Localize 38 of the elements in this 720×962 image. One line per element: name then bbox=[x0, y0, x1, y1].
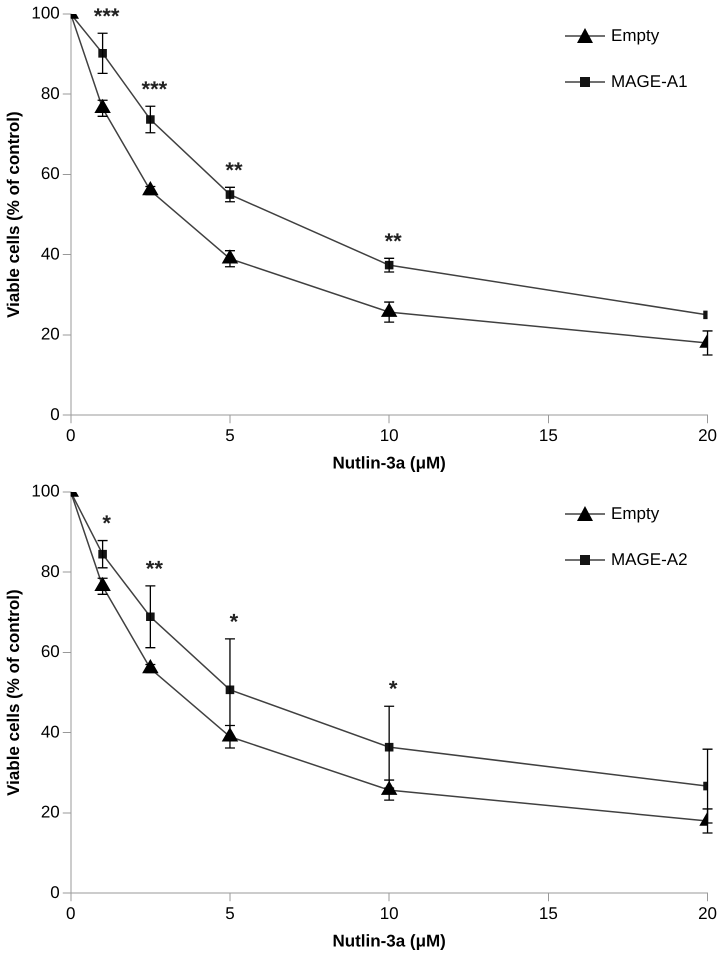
x-axis-title: Nutlin-3a (μM) bbox=[332, 931, 446, 950]
legend-label: Empty bbox=[611, 26, 660, 46]
x-tick-label: 10 bbox=[380, 904, 399, 924]
x-axis-title: Nutlin-3a (μM) bbox=[332, 453, 446, 472]
x-tick-label: 15 bbox=[538, 426, 558, 446]
legend-label: MAGE-A2 bbox=[611, 550, 688, 570]
annotation: * bbox=[388, 676, 398, 702]
y-tick-label: 80 bbox=[40, 84, 60, 103]
annotation: *** bbox=[94, 3, 120, 28]
x-tick-label: 5 bbox=[225, 904, 235, 924]
x-tick-label: 10 bbox=[380, 426, 399, 446]
y-tick-label: 60 bbox=[40, 642, 60, 662]
x-tick-label: 20 bbox=[698, 904, 718, 924]
x-tick-label: 5 bbox=[225, 426, 235, 446]
annotation: ** bbox=[146, 556, 164, 581]
y-tick-label: 20 bbox=[40, 802, 60, 822]
y-tick-label: 40 bbox=[40, 244, 60, 264]
y-tick-label: 0 bbox=[50, 882, 60, 902]
y-axis-title: Viable cells (% of control) bbox=[4, 111, 23, 318]
legend-label: Empty bbox=[611, 504, 660, 524]
y-tick-label: 80 bbox=[40, 562, 60, 581]
y-tick-label: 100 bbox=[31, 482, 60, 501]
annotation: * bbox=[230, 608, 239, 634]
y-tick-label: 0 bbox=[50, 404, 60, 424]
x-tick-label: 20 bbox=[698, 426, 718, 446]
x-tick-label: 0 bbox=[66, 904, 76, 924]
annotation: * bbox=[102, 510, 112, 536]
y-axis-title: Viable cells (% of control) bbox=[4, 589, 23, 796]
legend-label: MAGE-A1 bbox=[611, 72, 688, 92]
y-tick-label: 60 bbox=[40, 164, 60, 184]
y-tick-label: 100 bbox=[31, 4, 60, 23]
annotation: *** bbox=[142, 76, 168, 102]
x-tick-label: 0 bbox=[66, 426, 76, 446]
y-tick-label: 20 bbox=[40, 324, 60, 344]
annotation: ** bbox=[384, 228, 402, 254]
x-tick-label: 15 bbox=[538, 904, 558, 924]
annotation: ** bbox=[225, 157, 243, 182]
y-tick-label: 40 bbox=[40, 722, 60, 742]
